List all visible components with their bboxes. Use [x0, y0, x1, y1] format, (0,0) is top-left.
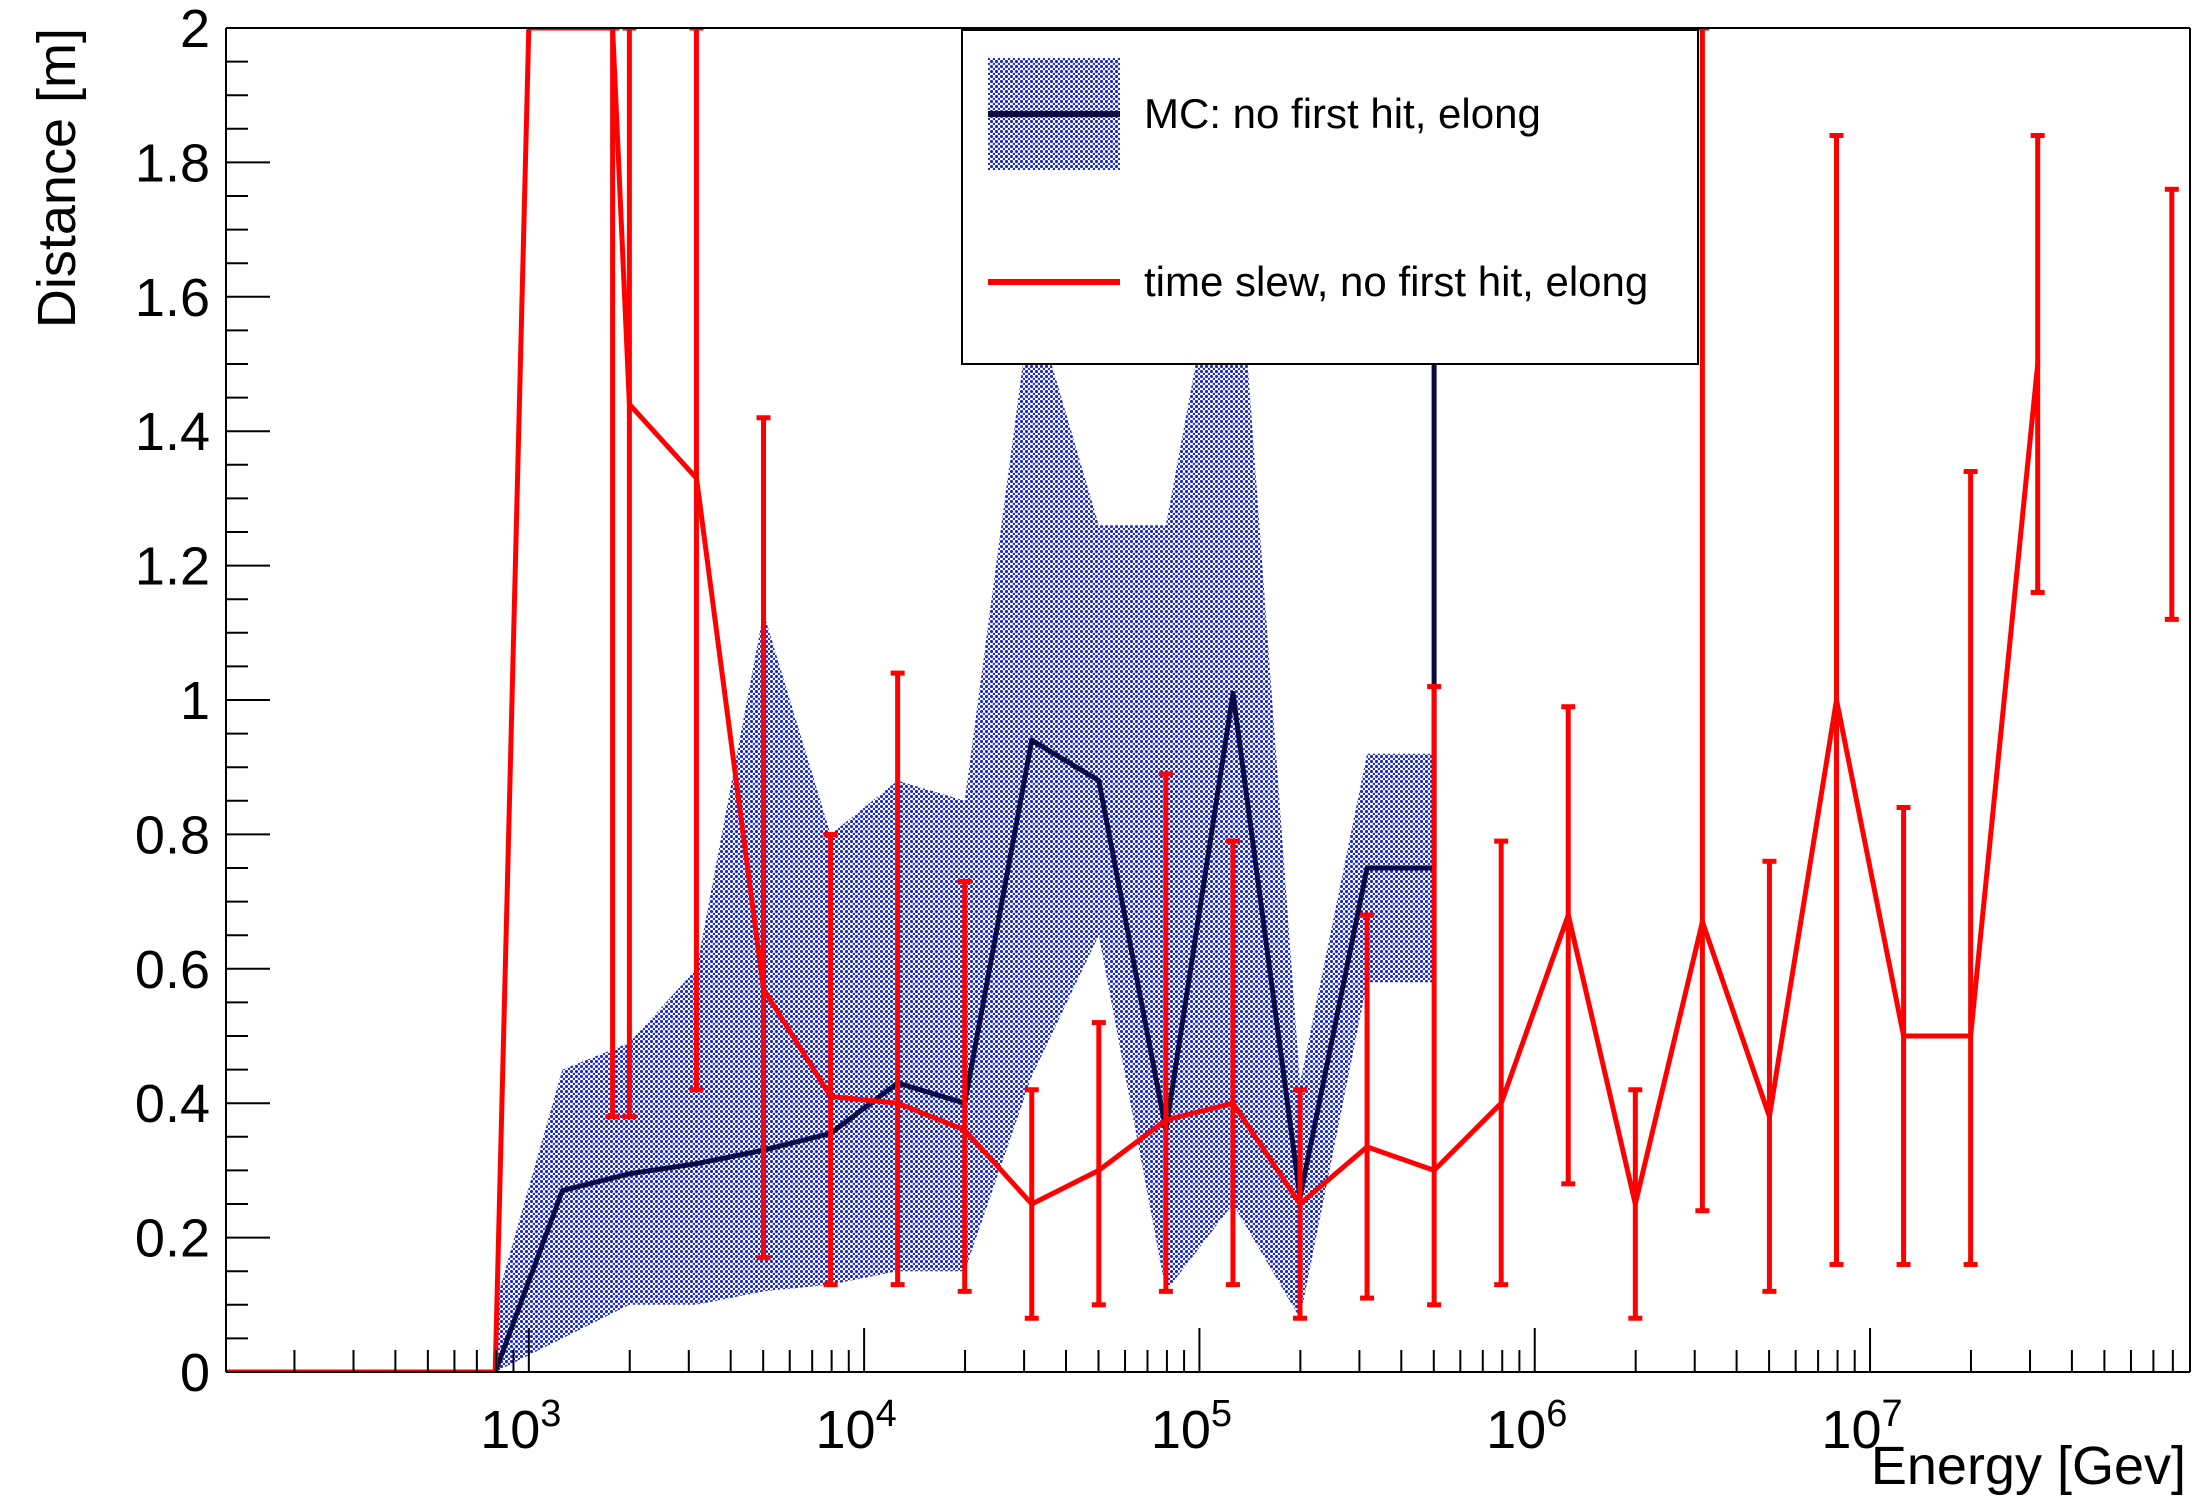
tick-labels-layer: 0 0.2 0.4 0.6 0.8 1 1.2 1.4 1.6 1.8 2 103 104 105 106 1…	[135, 0, 1903, 1460]
y-tick-label: 0.6	[135, 940, 210, 1000]
y-tick-label: 0	[180, 1343, 210, 1403]
y-tick-label: 1	[180, 671, 210, 731]
x-axis-title: Energy [Gev]	[1871, 1436, 2186, 1496]
y-tick-label: 2	[180, 0, 210, 59]
y-tick-label: 0.4	[135, 1074, 210, 1134]
y-tick-label: 1.4	[135, 402, 210, 462]
y-axis-title: Distance [m]	[27, 28, 87, 328]
mc-uncertainty-band	[495, 162, 1435, 1372]
y-tick-label: 1.2	[135, 537, 210, 597]
legend-box	[961, 29, 1699, 365]
x-tick-label: 103	[480, 1393, 561, 1460]
time-slew-series-layer	[226, 28, 2041, 1372]
x-tick-label: 106	[1486, 1393, 1567, 1460]
axes-layer	[225, 27, 2191, 1373]
x-tick-label: 105	[1151, 1393, 1232, 1460]
ticks-layer	[226, 27, 2191, 1373]
x-tick-label: 107	[1821, 1393, 1902, 1460]
time-slew-series-line	[226, 28, 2041, 1372]
y-tick-label: 0.2	[135, 1209, 210, 1269]
legend-time-slew-label: time slew, no first hit, elong	[1144, 258, 1648, 305]
y-tick-label: 1.8	[135, 133, 210, 193]
legend-mc-label: MC: no first hit, elong	[1144, 90, 1541, 137]
x-tick-label: 104	[816, 1393, 897, 1460]
y-tick-label: 0.8	[135, 805, 210, 865]
legend: MC: no first hit, elong time slew, no fir…	[961, 29, 1699, 365]
mc-uncertainty-band-layer	[495, 162, 1435, 1372]
y-tick-label: 1.6	[135, 268, 210, 328]
